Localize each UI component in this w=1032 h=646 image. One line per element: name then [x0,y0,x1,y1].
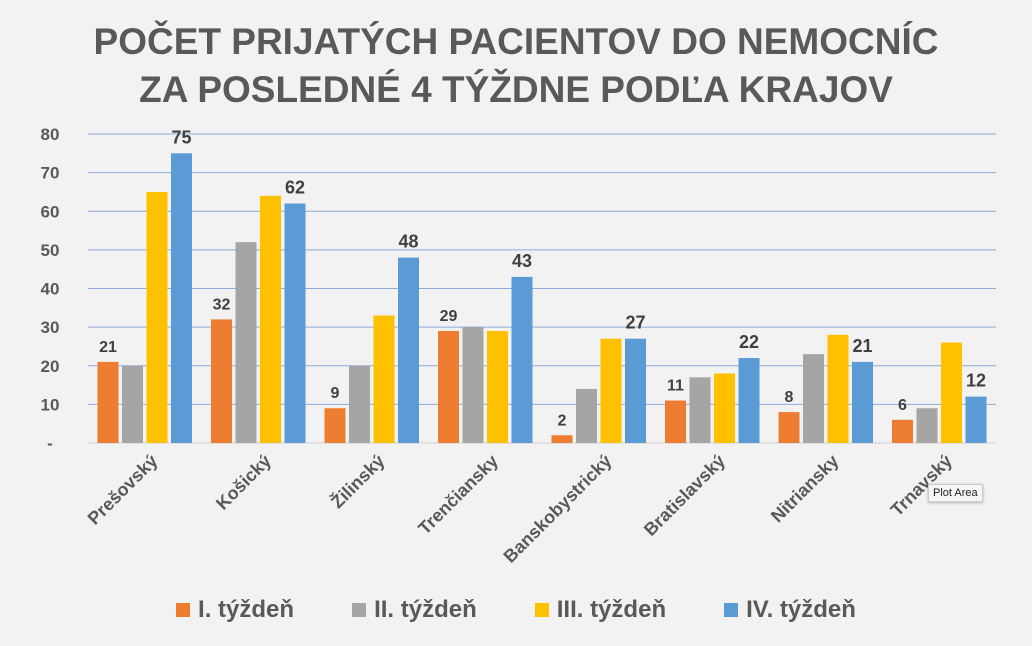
bar-1-1 [235,242,257,443]
tooltip: Plot Area [928,484,983,502]
category-label: Žilinský [326,450,388,512]
bar-1-3 [284,203,306,443]
data-label: 9 [331,385,340,402]
legend-item[interactable]: II. týždeň [352,596,477,624]
bar-5-0 [665,400,686,443]
legend-label: IV. týždeň [746,596,856,623]
bar-7-2 [941,342,962,443]
title-line-2: ZA POSLEDNÉ 4 TÝŽDNE PODĽA KRAJOV [139,69,893,110]
bar-2-2 [373,315,395,443]
y-tick-label: 20 [41,357,60,376]
bar-2-1 [349,365,370,443]
y-tick-label: 10 [41,395,60,414]
bar-4-2 [600,338,622,443]
legend-swatch [724,603,739,617]
y-tick-label: 30 [41,318,60,337]
category-label: Košický [212,451,275,514]
legend-item[interactable]: IV. týždeň [724,596,856,624]
legend-label: II. týždeň [374,596,477,623]
data-label: 2 [558,412,567,429]
data-label: 11 [667,378,684,395]
category-label: Prešovský [84,451,162,529]
y-tick-label: 70 [41,164,60,183]
bar-3-1 [462,327,484,443]
category-label: Banskobystrický [500,451,616,567]
bar-3-2 [487,330,508,443]
data-label: 6 [898,397,907,414]
bar-6-3 [852,361,873,443]
legend-label: III. týždeň [556,596,667,623]
legend-item[interactable]: III. týždeň [534,596,667,624]
legend-swatch [534,603,549,617]
y-tick-label: 50 [41,241,60,260]
bar-0-0 [97,361,119,443]
bar-4-3 [625,338,646,443]
bar-5-3 [738,358,760,443]
bar-4-0 [551,435,573,443]
y-tick-label: - [47,434,53,453]
data-label: 27 [625,313,645,333]
data-label: 32 [213,296,231,313]
bar-0-1 [122,365,143,443]
bar-6-1 [803,354,824,443]
category-label: Nitriansky [767,451,843,527]
legend-swatch [352,603,367,617]
title-line-1: POČET PRIJATÝCH PACIENTOV DO NEMOCNÍC [93,21,939,62]
legend-item[interactable]: I. týždeň [176,596,294,624]
bar-1-2 [260,195,281,443]
bar-7-0 [892,419,913,443]
category-label: Bratislavský [640,451,729,540]
bar-7-1 [916,408,938,443]
bar-5-2 [714,373,735,443]
data-label: 22 [739,332,759,352]
data-label: 8 [785,389,794,406]
data-label: 62 [285,178,305,198]
data-label: 29 [440,308,458,325]
bar-6-2 [827,334,849,443]
y-tick-label: 40 [41,280,60,299]
bar-5-1 [689,377,711,443]
bar-0-3 [171,153,192,443]
bar-4-1 [576,388,597,443]
y-tick-label: 80 [41,125,60,144]
bar-1-0 [211,319,232,443]
bar-2-0 [324,408,346,443]
bar-3-0 [438,330,459,443]
legend: I. týždeň II. týždeň III. týždeň IV. týždeň [0,596,1032,624]
chart-title: POČET PRIJATÝCH PACIENTOV DO NEMOCNÍC ZA… [0,18,1032,114]
bar-2-3 [398,257,419,443]
category-label: Trenčiansky [414,451,502,539]
bar-6-0 [778,412,800,443]
data-label: 12 [966,371,986,391]
data-label: 75 [171,127,191,147]
bar-0-2 [146,191,168,443]
bar-7-3 [965,396,987,443]
data-label: 48 [398,232,418,252]
legend-label: I. týždeň [198,596,295,623]
data-label: 21 [852,336,872,356]
legend-swatch [176,603,191,617]
data-label: 21 [99,339,117,356]
bar-3-3 [511,276,533,443]
y-tick-label: 60 [41,202,60,221]
data-label: 43 [512,251,532,271]
